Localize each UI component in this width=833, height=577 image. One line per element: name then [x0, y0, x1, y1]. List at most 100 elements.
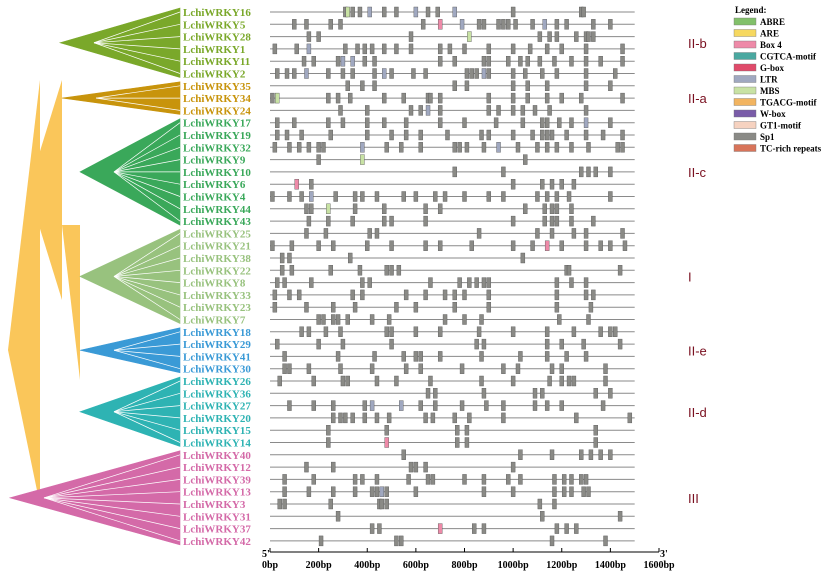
motif-box: [579, 474, 584, 485]
motif-box: [382, 68, 387, 79]
motif-box: [462, 117, 467, 128]
motif-box: [581, 486, 586, 497]
motif-box: [559, 400, 564, 411]
motif-box: [372, 351, 377, 362]
gene-label: LchiWRKY18: [183, 327, 251, 339]
gene-label: LchiWRKY13: [183, 487, 251, 499]
motif-box: [455, 425, 460, 436]
motif-box: [328, 129, 333, 141]
motif-box: [459, 363, 465, 374]
motif-box: [360, 154, 365, 165]
motif-box: [549, 203, 555, 215]
motif-box: [579, 92, 584, 104]
motif-box: [282, 351, 287, 362]
motif-box: [306, 486, 312, 497]
motif-box: [340, 338, 346, 350]
motif-box: [389, 129, 394, 141]
motif-box: [352, 302, 358, 313]
motif-box: [579, 449, 584, 460]
motif-box: [275, 117, 280, 128]
gene-label: LchiWRKY28: [183, 32, 251, 44]
motif-box: [326, 425, 331, 436]
motif-box: [479, 129, 484, 141]
motif-box: [457, 277, 462, 288]
motif-box: [510, 240, 516, 251]
motif-box: [583, 228, 589, 239]
tree-branch: [113, 276, 181, 308]
motif-box: [382, 43, 387, 55]
tree-branch: [113, 171, 181, 222]
motif-box: [569, 117, 574, 128]
tree-branch: [95, 97, 181, 111]
motif-box: [559, 43, 564, 55]
motif-box: [620, 142, 625, 153]
motif-box: [340, 56, 346, 67]
legend-swatch: [733, 17, 757, 26]
motif-box: [520, 117, 526, 128]
legend-item-label: LTR: [760, 75, 778, 85]
motif-box: [304, 203, 309, 215]
gene-label: LchiWRKY33: [183, 290, 251, 302]
motif-box: [360, 289, 365, 301]
motif-box: [501, 363, 506, 374]
motif-box: [569, 56, 574, 67]
motif-box: [316, 338, 321, 350]
wedge-III: [8, 450, 181, 546]
motif-box: [367, 277, 372, 288]
motif-box: [544, 240, 550, 251]
motif-box: [583, 474, 589, 485]
motif-box: [348, 92, 353, 104]
motif-box: [338, 19, 343, 30]
tree-branch: [113, 233, 181, 277]
motif-box: [564, 19, 569, 30]
motif-box: [338, 105, 343, 116]
motif-box: [593, 425, 598, 436]
motif-box: [462, 191, 467, 202]
motif-box: [525, 56, 530, 67]
motif-box: [331, 302, 336, 313]
motif-box: [566, 375, 572, 387]
motif-box: [335, 314, 341, 325]
motif-box: [348, 252, 353, 264]
legend-swatch: [733, 132, 757, 141]
motif-box: [452, 166, 457, 178]
motif-box: [620, 228, 625, 239]
legend-item-label: Sp1: [760, 132, 775, 142]
motif-box: [481, 486, 487, 497]
motif-box: [600, 129, 606, 141]
motif-box: [569, 486, 574, 497]
motif-box: [552, 56, 557, 67]
tree-branch: [113, 134, 181, 173]
motif-box: [467, 31, 472, 42]
legend-item-label: GT1-motif: [760, 121, 802, 131]
motif-box: [452, 142, 457, 153]
motif-box: [362, 56, 368, 67]
motif-box: [372, 56, 377, 67]
motif-box: [510, 129, 516, 141]
motif-box: [571, 326, 577, 337]
motif-box: [561, 474, 567, 485]
gene-label: LchiWRKY2: [183, 69, 246, 81]
motif-box: [272, 289, 278, 301]
motif-box: [284, 68, 290, 79]
axis-tick-label: 1000bp: [498, 560, 530, 571]
motif-box: [326, 117, 331, 128]
motif-box: [374, 412, 380, 424]
motif-box: [476, 326, 482, 337]
motif-box: [343, 43, 348, 55]
motif-box: [583, 56, 589, 67]
gene-label: LchiWRKY40: [183, 450, 251, 462]
motif-box: [418, 142, 423, 153]
motif-box: [462, 474, 467, 485]
motif-box: [540, 129, 545, 141]
motif-box: [275, 92, 280, 104]
motif-box: [326, 203, 331, 215]
motif-box: [369, 363, 375, 374]
motif-box: [532, 400, 538, 411]
gene-label: LchiWRKY27: [183, 401, 251, 413]
motif-box: [559, 240, 564, 251]
motif-box: [306, 215, 312, 227]
motif-box: [566, 265, 572, 276]
motif-box: [386, 412, 392, 424]
motif-box: [554, 191, 560, 202]
